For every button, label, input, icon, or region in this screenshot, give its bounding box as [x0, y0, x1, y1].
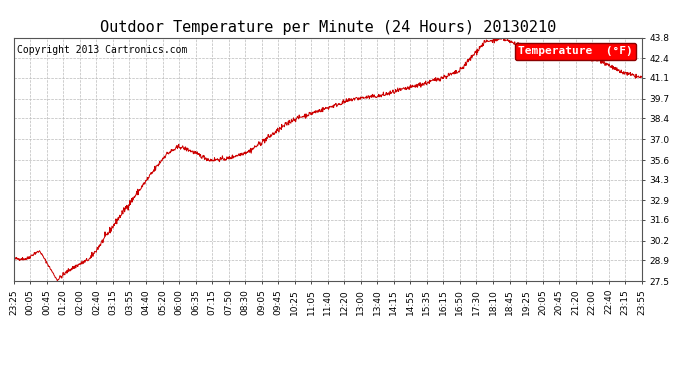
Temperature  (°F)	[53, 279, 61, 284]
Temperature  (°F)	[638, 75, 646, 80]
Temperature  (°F)	[150, 168, 158, 172]
Temperature  (°F)	[497, 35, 505, 39]
Temperature  (°F)	[220, 158, 228, 163]
Title: Outdoor Temperature per Minute (24 Hours) 20130210: Outdoor Temperature per Minute (24 Hours…	[99, 20, 556, 35]
Text: Copyright 2013 Cartronics.com: Copyright 2013 Cartronics.com	[17, 45, 187, 55]
Temperature  (°F)	[135, 189, 143, 194]
Temperature  (°F)	[426, 80, 434, 84]
Temperature  (°F)	[564, 50, 572, 55]
Temperature  (°F)	[509, 40, 517, 45]
Temperature  (°F)	[10, 256, 18, 261]
Line: Temperature  (°F): Temperature (°F)	[14, 37, 642, 281]
Legend: Temperature  (°F): Temperature (°F)	[515, 43, 636, 60]
